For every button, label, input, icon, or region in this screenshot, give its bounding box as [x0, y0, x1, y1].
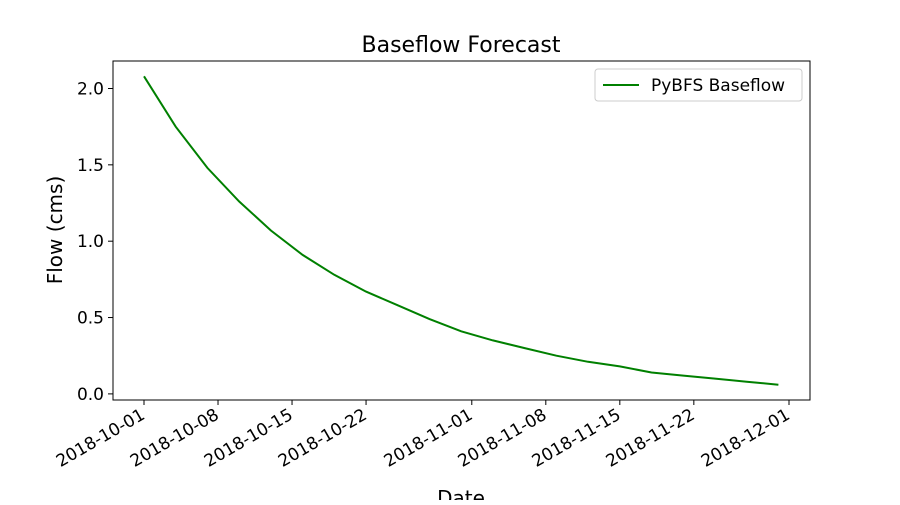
chart-title: Baseflow Forecast	[362, 33, 561, 58]
y-tick-label: 2.0	[77, 79, 104, 99]
legend-box	[594, 68, 803, 102]
y-tick-label: 0.5	[77, 309, 104, 329]
axes-frame	[112, 60, 811, 401]
y-tick-label: 0.0	[77, 385, 104, 405]
y-axis-label: Flow (cms)	[43, 176, 67, 285]
x-tick-label: 2018-12-01	[698, 405, 794, 472]
plot-area: 0.00.51.01.52.02018-10-012018-10-082018-…	[53, 60, 811, 472]
x-axis-label: Date	[437, 486, 485, 500]
legend-label: PyBFS Baseflow	[651, 76, 785, 96]
y-tick-label: 1.0	[77, 232, 104, 252]
series-line	[143, 75, 779, 386]
y-tick-label: 1.5	[77, 156, 104, 176]
